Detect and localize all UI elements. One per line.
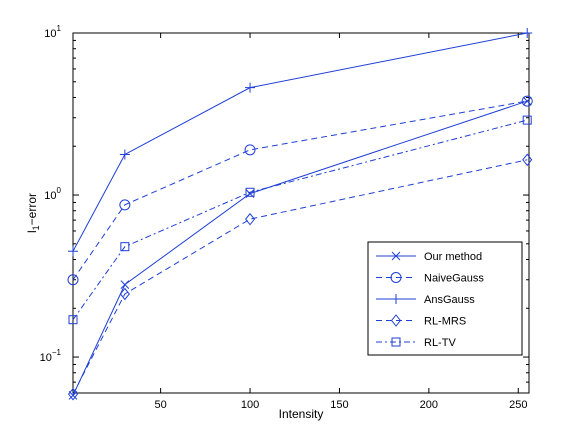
y-axis-label-main: l bbox=[25, 230, 39, 233]
data-point-rl-mrs bbox=[119, 287, 130, 301]
y-axis-label: l1−error bbox=[25, 193, 41, 233]
y-axis-label-subscript: 1 bbox=[31, 225, 41, 230]
series-line-naivegauss bbox=[72, 100, 528, 281]
series-rl-mrs bbox=[67, 153, 533, 401]
data-point-naivegauss bbox=[119, 199, 131, 211]
legend-label: NaiveGauss bbox=[424, 273, 484, 285]
legend-label: Our method bbox=[424, 251, 482, 263]
data-point-rl-mrs bbox=[522, 153, 533, 167]
legend-label: AnsGauss bbox=[424, 294, 475, 306]
series-line-our-method bbox=[72, 100, 528, 396]
x-axis-label: Intensity bbox=[279, 407, 324, 421]
x-tick-label: 250 bbox=[509, 399, 527, 411]
data-point-naivegauss bbox=[244, 144, 256, 156]
y-tick-label-base: 10 bbox=[40, 352, 52, 364]
series-ansgauss bbox=[68, 28, 533, 257]
legend-marker bbox=[390, 314, 402, 327]
series-layer bbox=[67, 28, 533, 401]
y-tick-label-base: 10 bbox=[44, 28, 56, 40]
axes-box bbox=[72, 32, 530, 394]
data-point-our-method bbox=[522, 96, 532, 106]
data-point-rl-tv bbox=[245, 187, 255, 197]
x-tick-label: 200 bbox=[420, 399, 438, 411]
series-line-rl-tv bbox=[72, 119, 528, 321]
series-rl-tv bbox=[68, 115, 532, 325]
legend-label: RL-TV bbox=[424, 337, 456, 349]
series-naivegauss bbox=[67, 95, 533, 286]
legend-item-our-method: Our method bbox=[376, 251, 482, 263]
legend-marker bbox=[391, 337, 401, 347]
y-tick-label: 10−1 bbox=[40, 348, 62, 364]
legend-item-rl-mrs: RL-MRS bbox=[376, 314, 466, 328]
x-tick-label: 150 bbox=[330, 399, 348, 411]
x-tick-label: 100 bbox=[241, 399, 259, 411]
legend-marker bbox=[390, 272, 402, 283]
legend-marker bbox=[391, 251, 401, 261]
y-tick-label: 100 bbox=[44, 186, 61, 202]
data-point-naivegauss bbox=[521, 95, 533, 107]
data-point-ansgauss bbox=[522, 28, 533, 38]
data-point-naivegauss bbox=[67, 274, 79, 286]
legend-item-rl-tv: RL-TV bbox=[376, 337, 456, 349]
y-tick-label-exponent: −1 bbox=[52, 348, 62, 357]
y-tick-label-exponent: 1 bbox=[57, 24, 62, 33]
legend-item-ansgauss: AnsGauss bbox=[376, 294, 475, 306]
data-point-rl-mrs bbox=[244, 212, 256, 226]
data-point-rl-tv bbox=[120, 242, 130, 252]
data-point-ansgauss bbox=[119, 149, 130, 160]
y-tick-label-base: 10 bbox=[44, 190, 56, 202]
legend-marker bbox=[391, 294, 401, 304]
series-line-rl-mrs bbox=[72, 159, 528, 395]
data-point-ansgauss bbox=[68, 246, 78, 257]
legend: Our method NaiveGauss AnsGauss RL-MRS RL-TV bbox=[367, 241, 523, 356]
x-tick-label: 50 bbox=[154, 399, 166, 411]
series-line-ansgauss bbox=[72, 32, 528, 252]
legend-item-naivegauss: NaiveGauss bbox=[376, 272, 484, 285]
data-point-our-method bbox=[120, 280, 130, 289]
y-tick-label: 101 bbox=[44, 24, 61, 40]
data-point-rl-tv bbox=[68, 315, 78, 325]
y-tick-label-exponent: 0 bbox=[57, 186, 62, 195]
data-point-ansgauss bbox=[245, 82, 256, 93]
data-point-rl-tv bbox=[522, 115, 532, 125]
data-point-rl-mrs bbox=[67, 387, 79, 401]
legend-label: RL-MRS bbox=[424, 316, 466, 328]
y-axis-label-rest: −error bbox=[25, 193, 39, 225]
